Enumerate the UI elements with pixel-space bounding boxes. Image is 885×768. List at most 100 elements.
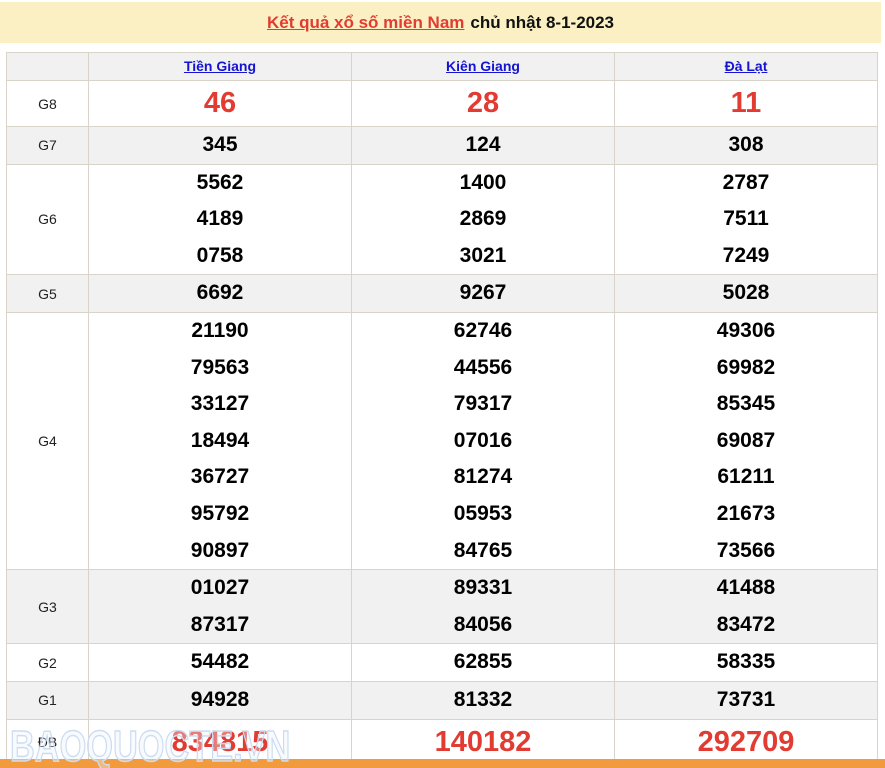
prize-label: G2 xyxy=(6,643,89,682)
prize-number: 4189 xyxy=(196,207,244,231)
prize-number: 83472 xyxy=(716,612,776,636)
prize-label: G1 xyxy=(6,680,89,720)
prize-label: G3 xyxy=(6,569,89,645)
prize-cell: 5562 4189 0758 xyxy=(88,163,352,276)
prize-row: G4 21190 79563 33127 18494 36727 95792 90897 627… xyxy=(6,311,878,571)
province-header-cell: Tiền Giang xyxy=(88,52,352,81)
prize-cell: 58335 xyxy=(614,643,878,682)
results-table: Tiền Giang Kiên Giang Đà Lạt G8 46 28 11 G7 345… xyxy=(6,52,878,766)
prize-label: ĐB xyxy=(6,718,89,766)
prize-number: 345 xyxy=(202,133,238,156)
page-title: Kết quả xổ số miền Nam chủ nhật 8-1-2023 xyxy=(0,2,881,43)
corner-cell xyxy=(6,52,89,81)
prize-cell: 41488 83472 xyxy=(614,569,878,645)
prize-row: G7 345 124 308 xyxy=(6,126,878,165)
province-header-cell: Đà Lạt xyxy=(614,52,878,81)
prize-label: G4 xyxy=(6,311,89,571)
prize-cell: 49306 69982 85345 69087 61211 21673 73566 xyxy=(614,311,878,571)
column-header-row: Tiền Giang Kiên Giang Đà Lạt xyxy=(6,52,878,81)
prize-cell: 345 xyxy=(88,126,352,165)
prize-number: 1400 xyxy=(459,170,507,194)
prize-number: 01027 xyxy=(190,576,250,600)
province-link[interactable]: Đà Lạt xyxy=(724,57,768,74)
prize-number: 90897 xyxy=(190,538,250,562)
prize-cell: 124 xyxy=(351,126,615,165)
prize-number: 54482 xyxy=(190,650,250,674)
prize-label: G6 xyxy=(6,163,89,276)
prize-number: 21190 xyxy=(191,318,249,342)
prize-cell: 62855 xyxy=(351,643,615,682)
prize-cell: 94928 xyxy=(88,680,352,720)
prize-number: 2787 xyxy=(722,170,770,194)
prize-row: G3 01027 87317 89331 84056 41488 83472 xyxy=(6,569,878,645)
prize-cell: 1400 2869 3021 xyxy=(351,163,615,276)
prize-cell: 54482 xyxy=(88,643,352,682)
prize-number: 5562 xyxy=(196,170,244,194)
results-body: G8 46 28 11 G7 345 124 308 G6 5562 4189 0758 1400 286… xyxy=(6,80,878,766)
prize-number: 69087 xyxy=(716,428,776,452)
prize-cell: 28 xyxy=(351,80,615,127)
prize-number: 5028 xyxy=(722,281,770,305)
prize-number: 85345 xyxy=(716,392,776,416)
prize-cell: 73731 xyxy=(614,680,878,720)
prize-number: 7511 xyxy=(723,207,769,231)
province-link[interactable]: Tiền Giang xyxy=(183,57,257,74)
prize-number: 33127 xyxy=(190,392,250,416)
prize-number: 292709 xyxy=(697,725,795,758)
prize-cell: 89331 84056 xyxy=(351,569,615,645)
prize-number: 21673 xyxy=(716,501,776,525)
prize-number: 18494 xyxy=(190,428,250,452)
province-link[interactable]: Kiên Giang xyxy=(446,57,520,74)
prize-number: 11 xyxy=(730,87,762,119)
prize-number: 308 xyxy=(728,133,764,156)
prize-number: 7249 xyxy=(722,243,770,267)
prize-label: G7 xyxy=(6,126,89,165)
prize-cell: 9267 xyxy=(351,274,615,313)
prize-number: 28 xyxy=(466,87,500,119)
title-date: chủ nhật 8-1-2023 xyxy=(470,12,615,32)
title-link[interactable]: Kết quả xổ số miền Nam xyxy=(266,12,465,32)
prize-number: 81332 xyxy=(453,687,513,711)
prize-number: 834815 xyxy=(171,725,269,758)
prize-row: G6 5562 4189 0758 1400 2869 3021 2787 7511 7249 xyxy=(6,163,878,276)
prize-cell: 21190 79563 33127 18494 36727 95792 90897 xyxy=(88,311,352,571)
prize-number: 79563 xyxy=(190,355,250,379)
prize-number: 140182 xyxy=(434,725,532,758)
prize-number: 6692 xyxy=(196,281,244,305)
prize-number: 94928 xyxy=(190,687,250,711)
prize-row: ĐB 834815 140182 292709 xyxy=(6,718,878,766)
prize-number: 36727 xyxy=(190,465,250,489)
prize-label: G8 xyxy=(6,80,89,127)
prize-cell: 46 xyxy=(88,80,352,127)
prize-cell: 01027 87317 xyxy=(88,569,352,645)
prize-cell: 5028 xyxy=(614,274,878,313)
prize-label: G5 xyxy=(6,274,89,313)
prize-cell: 292709 xyxy=(614,718,878,766)
prize-row: G8 46 28 11 xyxy=(6,80,878,127)
prize-number: 81274 xyxy=(453,465,513,489)
prize-row: G5 6692 9267 5028 xyxy=(6,274,878,313)
prize-number: 73566 xyxy=(716,538,776,562)
prize-number: 89331 xyxy=(453,576,513,600)
prize-number: 61211 xyxy=(717,465,775,489)
prize-number: 124 xyxy=(465,133,501,156)
prize-number: 79317 xyxy=(453,392,513,416)
prize-number: 95792 xyxy=(190,501,250,525)
prize-number: 58335 xyxy=(716,650,776,674)
prize-number: 46 xyxy=(203,87,237,119)
prize-row: G2 54482 62855 58335 xyxy=(6,643,878,682)
prize-cell: 11 xyxy=(614,80,878,127)
prize-cell: 62746 44556 79317 07016 81274 05953 84765 xyxy=(351,311,615,571)
prize-number: 62746 xyxy=(453,318,513,342)
bottom-orange-bar xyxy=(0,759,885,768)
prize-number: 07016 xyxy=(453,428,513,452)
prize-number: 87317 xyxy=(190,612,250,636)
prize-cell: 308 xyxy=(614,126,878,165)
prize-number: 62855 xyxy=(453,650,513,674)
prize-cell: 6692 xyxy=(88,274,352,313)
prize-number: 2869 xyxy=(459,207,507,231)
province-header-cell: Kiên Giang xyxy=(351,52,615,81)
prize-cell: 2787 7511 7249 xyxy=(614,163,878,276)
prize-number: 69982 xyxy=(716,355,776,379)
